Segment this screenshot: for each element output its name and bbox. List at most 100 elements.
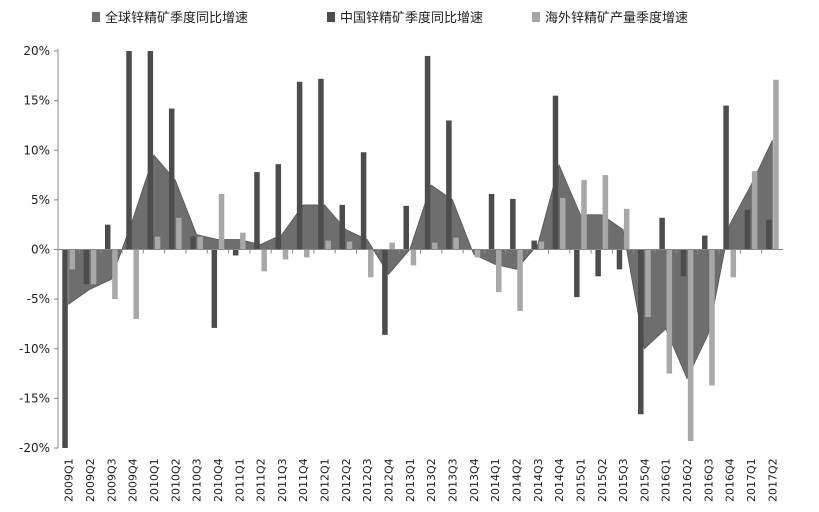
legend-swatch bbox=[92, 12, 100, 22]
bar-china-2013Q1 bbox=[403, 205, 409, 250]
x-tick-label: 2017Q1 bbox=[745, 458, 758, 502]
y-tick-label: -20% bbox=[19, 441, 50, 455]
bar-overseas-2016Q4 bbox=[730, 249, 737, 278]
bar-china-2010Q3 bbox=[190, 236, 196, 250]
bar-overseas-2011Q1 bbox=[240, 232, 246, 250]
bar-overseas-2015Q3 bbox=[623, 208, 630, 250]
y-tick-label: 20% bbox=[23, 44, 50, 58]
bar-china-2012Q3 bbox=[360, 152, 367, 250]
bar-china-2017Q2 bbox=[765, 219, 772, 250]
x-tick-label: 2009Q1 bbox=[63, 458, 76, 502]
legend-swatch bbox=[327, 12, 335, 22]
x-tick-label: 2011Q1 bbox=[233, 458, 246, 502]
bar-overseas-2017Q2 bbox=[773, 79, 779, 250]
bar-overseas-2013Q4 bbox=[474, 249, 481, 258]
bar-china-2010Q4 bbox=[211, 249, 218, 328]
bar-china-2011Q1 bbox=[232, 249, 239, 256]
x-tick-label: 2016Q4 bbox=[724, 458, 737, 502]
x-tick-label: 2015Q1 bbox=[574, 458, 587, 502]
bar-overseas-2016Q2 bbox=[687, 249, 694, 442]
bar-china-2016Q3 bbox=[702, 235, 708, 250]
bar-china-2009Q3 bbox=[104, 224, 111, 250]
bar-overseas-2014Q3 bbox=[538, 241, 545, 250]
y-tick-label: -10% bbox=[19, 342, 50, 356]
y-tick-label: 5% bbox=[31, 193, 50, 207]
bar-overseas-2016Q3 bbox=[709, 249, 715, 386]
bar-overseas-2009Q3 bbox=[112, 249, 118, 300]
bar-china-2011Q2 bbox=[254, 172, 260, 250]
x-tick-label: 2010Q4 bbox=[212, 458, 225, 502]
legend-label: 海外锌精矿产量季度增速 bbox=[545, 10, 688, 26]
bar-overseas-2013Q3 bbox=[453, 237, 459, 250]
bar-overseas-2017Q1 bbox=[751, 171, 758, 250]
x-tick-label: 2015Q4 bbox=[638, 458, 651, 502]
x-tick-label: 2012Q1 bbox=[319, 458, 332, 502]
bar-overseas-2013Q1 bbox=[410, 249, 417, 266]
bar-overseas-2011Q2 bbox=[261, 249, 267, 272]
bar-china-2009Q4 bbox=[126, 51, 132, 250]
x-tick-label: 2009Q4 bbox=[127, 458, 140, 502]
bar-overseas-2012Q1 bbox=[325, 240, 331, 250]
x-tick-label: 2015Q2 bbox=[596, 458, 609, 502]
legend: 全球锌精矿季度同比增速 中国锌精矿季度同比增速 海外锌精矿产量季度增速 bbox=[92, 10, 688, 26]
bar-overseas-2015Q2 bbox=[602, 175, 609, 250]
x-tick-label: 2014Q4 bbox=[553, 458, 566, 502]
bar-overseas-2014Q1 bbox=[495, 249, 502, 293]
bar-overseas-2015Q4 bbox=[645, 249, 651, 317]
y-tick-label: 15% bbox=[23, 94, 50, 108]
x-tick-label: 2013Q3 bbox=[446, 458, 459, 502]
x-tick-label: 2012Q4 bbox=[383, 458, 396, 502]
bar-china-2012Q4 bbox=[382, 249, 388, 335]
x-tick-label: 2012Q2 bbox=[340, 458, 353, 502]
x-tick-label: 2013Q4 bbox=[468, 458, 481, 502]
y-tick-label: -5% bbox=[27, 292, 50, 306]
bar-overseas-2012Q3 bbox=[368, 249, 374, 278]
x-tick-label: 2010Q3 bbox=[191, 458, 204, 502]
x-tick-label: 2015Q3 bbox=[617, 458, 630, 502]
bar-china-2015Q2 bbox=[595, 249, 601, 277]
bar-china-2016Q4 bbox=[723, 105, 729, 250]
bar-china-2014Q2 bbox=[510, 198, 516, 250]
x-tick-label: 2010Q2 bbox=[169, 458, 182, 502]
bar-china-2015Q4 bbox=[638, 249, 644, 415]
bar-china-2015Q3 bbox=[616, 249, 623, 270]
bar-overseas-2009Q4 bbox=[133, 249, 139, 319]
bar-china-2013Q2 bbox=[424, 55, 431, 250]
x-tick-label: 2017Q2 bbox=[766, 458, 779, 502]
bar-overseas-2016Q1 bbox=[666, 249, 673, 374]
x-tick-label: 2016Q1 bbox=[660, 458, 673, 502]
bar-china-2015Q1 bbox=[574, 249, 580, 298]
bar-overseas-2014Q2 bbox=[517, 249, 523, 312]
legend-label: 中国锌精矿季度同比增速 bbox=[340, 10, 483, 26]
x-tick-label: 2012Q3 bbox=[361, 458, 374, 502]
bar-overseas-2010Q1 bbox=[154, 236, 161, 250]
x-tick-label: 2011Q3 bbox=[276, 458, 289, 502]
plot-area bbox=[62, 51, 779, 448]
bar-china-2016Q1 bbox=[659, 217, 665, 250]
bar-overseas-2010Q4 bbox=[218, 193, 225, 250]
bar-china-2016Q2 bbox=[680, 249, 687, 277]
x-tick-label: 2014Q2 bbox=[510, 458, 523, 502]
y-tick-label: 10% bbox=[23, 143, 50, 157]
x-tick-label: 2011Q2 bbox=[255, 458, 268, 502]
bar-overseas-2010Q2 bbox=[176, 217, 182, 250]
bar-china-2014Q3 bbox=[531, 240, 537, 250]
x-tick-label: 2010Q1 bbox=[148, 458, 161, 502]
bar-china-2010Q2 bbox=[168, 108, 175, 250]
y-tick-label: 0% bbox=[31, 243, 50, 257]
bar-china-2012Q1 bbox=[318, 78, 324, 250]
bar-china-2014Q4 bbox=[552, 95, 559, 250]
x-tick-label: 2016Q2 bbox=[681, 458, 694, 502]
x-tick-label: 2013Q1 bbox=[404, 458, 417, 502]
bar-china-2012Q2 bbox=[339, 204, 346, 250]
bar-china-2017Q1 bbox=[744, 209, 751, 250]
bar-overseas-2011Q3 bbox=[282, 249, 289, 260]
bar-china-2009Q2 bbox=[83, 249, 90, 285]
bar-china-2011Q4 bbox=[296, 81, 303, 250]
axes: 20% 15% 10% 5% 0% -5% -10% -15% -20% 2009Q1 2009Q2… bbox=[19, 44, 783, 502]
bar-overseas-2011Q4 bbox=[304, 249, 310, 258]
x-tick-label: 2011Q4 bbox=[297, 458, 310, 502]
bar-china-2014Q1 bbox=[488, 193, 495, 250]
